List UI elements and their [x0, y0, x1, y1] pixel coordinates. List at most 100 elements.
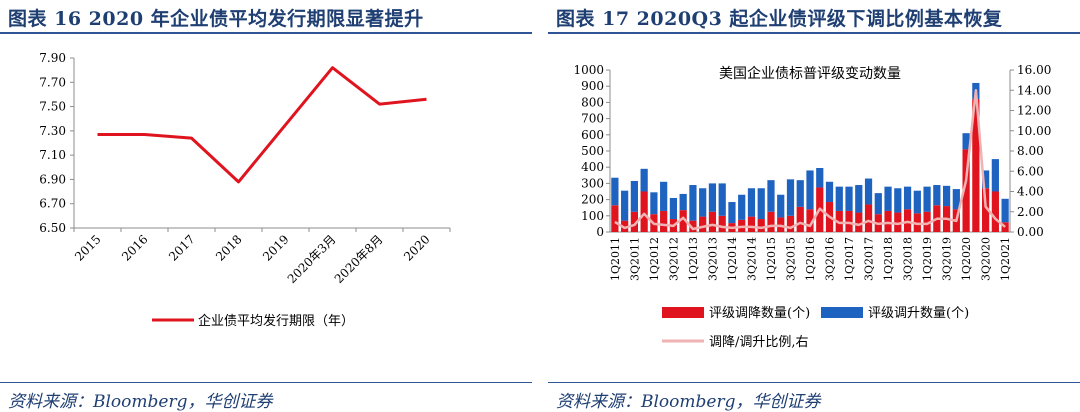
- bar-downgrade: [640, 191, 648, 232]
- panel-chart-17: 图表 17 2020Q3 起企业债评级下调比例基本恢复 美国企业债标普评级变动数…: [548, 0, 1080, 412]
- right-y-tick-label: 4.00: [1017, 185, 1044, 199]
- bar-downgrade: [972, 99, 980, 232]
- bar-upgrade: [660, 181, 668, 211]
- x-tick-label: 1Q2011: [609, 237, 622, 281]
- x-tick-label: 1Q2014: [726, 237, 739, 281]
- bar-downgrade: [864, 204, 873, 232]
- bar-downgrade: [621, 220, 629, 232]
- title-divider: [548, 32, 1080, 34]
- left-y-tick-label: 400: [581, 160, 604, 174]
- bar-upgrade: [864, 178, 873, 205]
- bar-downgrade: [991, 191, 999, 232]
- x-tick-label: 1Q2017: [843, 237, 856, 281]
- bar-upgrade: [855, 185, 863, 213]
- x-tick-label: 1Q2016: [804, 237, 817, 281]
- title-divider: [0, 32, 532, 34]
- right-y-tick-label: 0.00: [1017, 225, 1044, 239]
- left-y-tick-label: 1000: [573, 63, 604, 77]
- x-tick-label: 3Q2014: [745, 237, 758, 281]
- bar-upgrade: [991, 159, 999, 192]
- source-divider: [0, 382, 532, 383]
- bar-downgrade: [630, 211, 638, 232]
- x-tick-label: 2015: [72, 232, 103, 263]
- series-line: [97, 66, 427, 184]
- right-y-tick-label: 2.00: [1017, 205, 1044, 219]
- bar-downgrade: [1001, 222, 1009, 232]
- bar-downgrade: [718, 215, 726, 232]
- x-tick-label: 3Q2018: [902, 237, 915, 281]
- left-y-tick-label: 0: [596, 225, 604, 239]
- x-tick-label: 2020年3月: [285, 232, 339, 286]
- issuance-term-line-chart: 6.50 6.70 6.90 7.10 7.30 7.50 7.70 7.90 2015 2016…: [39, 51, 451, 329]
- bar-downgrade: [962, 149, 970, 232]
- bar-upgrade: [611, 177, 619, 206]
- legend-label-downgrade: 评级调降数量(个): [709, 306, 810, 321]
- bar-downgrade: [982, 188, 990, 232]
- source-divider: [548, 382, 1080, 383]
- bar-upgrade: [650, 192, 658, 215]
- bar-upgrade: [894, 188, 902, 213]
- y-tick-label: 7.30: [39, 124, 66, 138]
- y-tick-label: 6.70: [39, 197, 66, 211]
- legend-label-ratio: 调降/调升比例,右: [709, 335, 809, 350]
- bar-downgrade: [660, 210, 668, 232]
- bar-downgrade: [894, 212, 902, 232]
- legend-swatch-downgrade: [662, 307, 704, 318]
- y-tick-label: 6.50: [39, 221, 66, 235]
- ratio-line: [614, 89, 1006, 231]
- bar-downgrade: [767, 211, 775, 232]
- left-y-tick-label: 900: [581, 79, 604, 93]
- bar-upgrade: [738, 194, 746, 220]
- bar-upgrade: [757, 188, 765, 220]
- bar-upgrade: [747, 188, 756, 217]
- bar-upgrade: [640, 168, 648, 192]
- bar-downgrade: [884, 210, 892, 232]
- bar-upgrade: [816, 168, 824, 188]
- bar-upgrade: [630, 180, 638, 212]
- bar-upgrade: [884, 186, 892, 211]
- x-tick-label: 1Q2012: [648, 237, 661, 281]
- bar-upgrade: [669, 197, 678, 220]
- bar-downgrade: [757, 219, 765, 232]
- x-tick-label: 3Q2011: [628, 237, 641, 281]
- left-y-tick-label: 300: [581, 176, 604, 190]
- y-tick-label: 7.70: [39, 75, 66, 89]
- bar-downgrade: [796, 206, 804, 232]
- bar-upgrade: [942, 185, 951, 207]
- bar-downgrade: [855, 212, 863, 232]
- bar-upgrade: [767, 180, 775, 212]
- panel-chart-16: 图表 16 2020 年企业债平均发行期限显著提升 6.50 6.70 6.90 7.…: [0, 0, 532, 412]
- left-y-tick-label: 500: [581, 144, 604, 158]
- y-tick-label: 7.50: [39, 100, 66, 114]
- bar-downgrade: [689, 220, 697, 232]
- bar-upgrade: [777, 194, 785, 218]
- x-tick-label: 2016: [119, 232, 150, 263]
- bar-downgrade: [786, 215, 795, 232]
- x-tick-label: 3Q2019: [941, 237, 954, 281]
- bar-upgrade: [825, 181, 834, 203]
- y-tick-label: 7.90: [39, 51, 66, 65]
- x-tick-label: 3Q2012: [667, 237, 680, 281]
- bar-upgrade: [718, 183, 726, 216]
- x-tick-label: 1Q2019: [921, 237, 934, 281]
- right-y-tick-label: 12.00: [1017, 104, 1051, 118]
- bar-downgrade: [708, 211, 717, 232]
- bar-upgrade: [708, 183, 717, 212]
- x-tick-label: 3Q2015: [784, 237, 797, 281]
- x-tick-label: 1Q2015: [765, 237, 778, 281]
- x-tick-label: 1Q2021: [999, 237, 1012, 281]
- bar-upgrade: [835, 186, 843, 211]
- left-y-tick-label: 600: [581, 128, 604, 142]
- bar-upgrade: [874, 193, 882, 215]
- right-y-tick-label: 8.00: [1017, 144, 1044, 158]
- chart-16-title: 图表 16 2020 年企业债平均发行期限显著提升: [8, 8, 424, 30]
- chart-16-source: 资料来源：Bloomberg，华创证券: [8, 392, 273, 412]
- bar-upgrade: [679, 193, 687, 211]
- x-tick-label: 1Q2018: [882, 237, 895, 281]
- left-y-tick-label: 800: [581, 95, 604, 109]
- right-y-tick-label: 6.00: [1017, 164, 1044, 178]
- chart-17-source: 资料来源：Bloomberg，华创证券: [556, 392, 821, 412]
- bar-upgrade: [903, 186, 912, 210]
- x-tick-label: 2020年8月: [332, 232, 386, 286]
- x-tick-label: 3Q2017: [863, 237, 876, 281]
